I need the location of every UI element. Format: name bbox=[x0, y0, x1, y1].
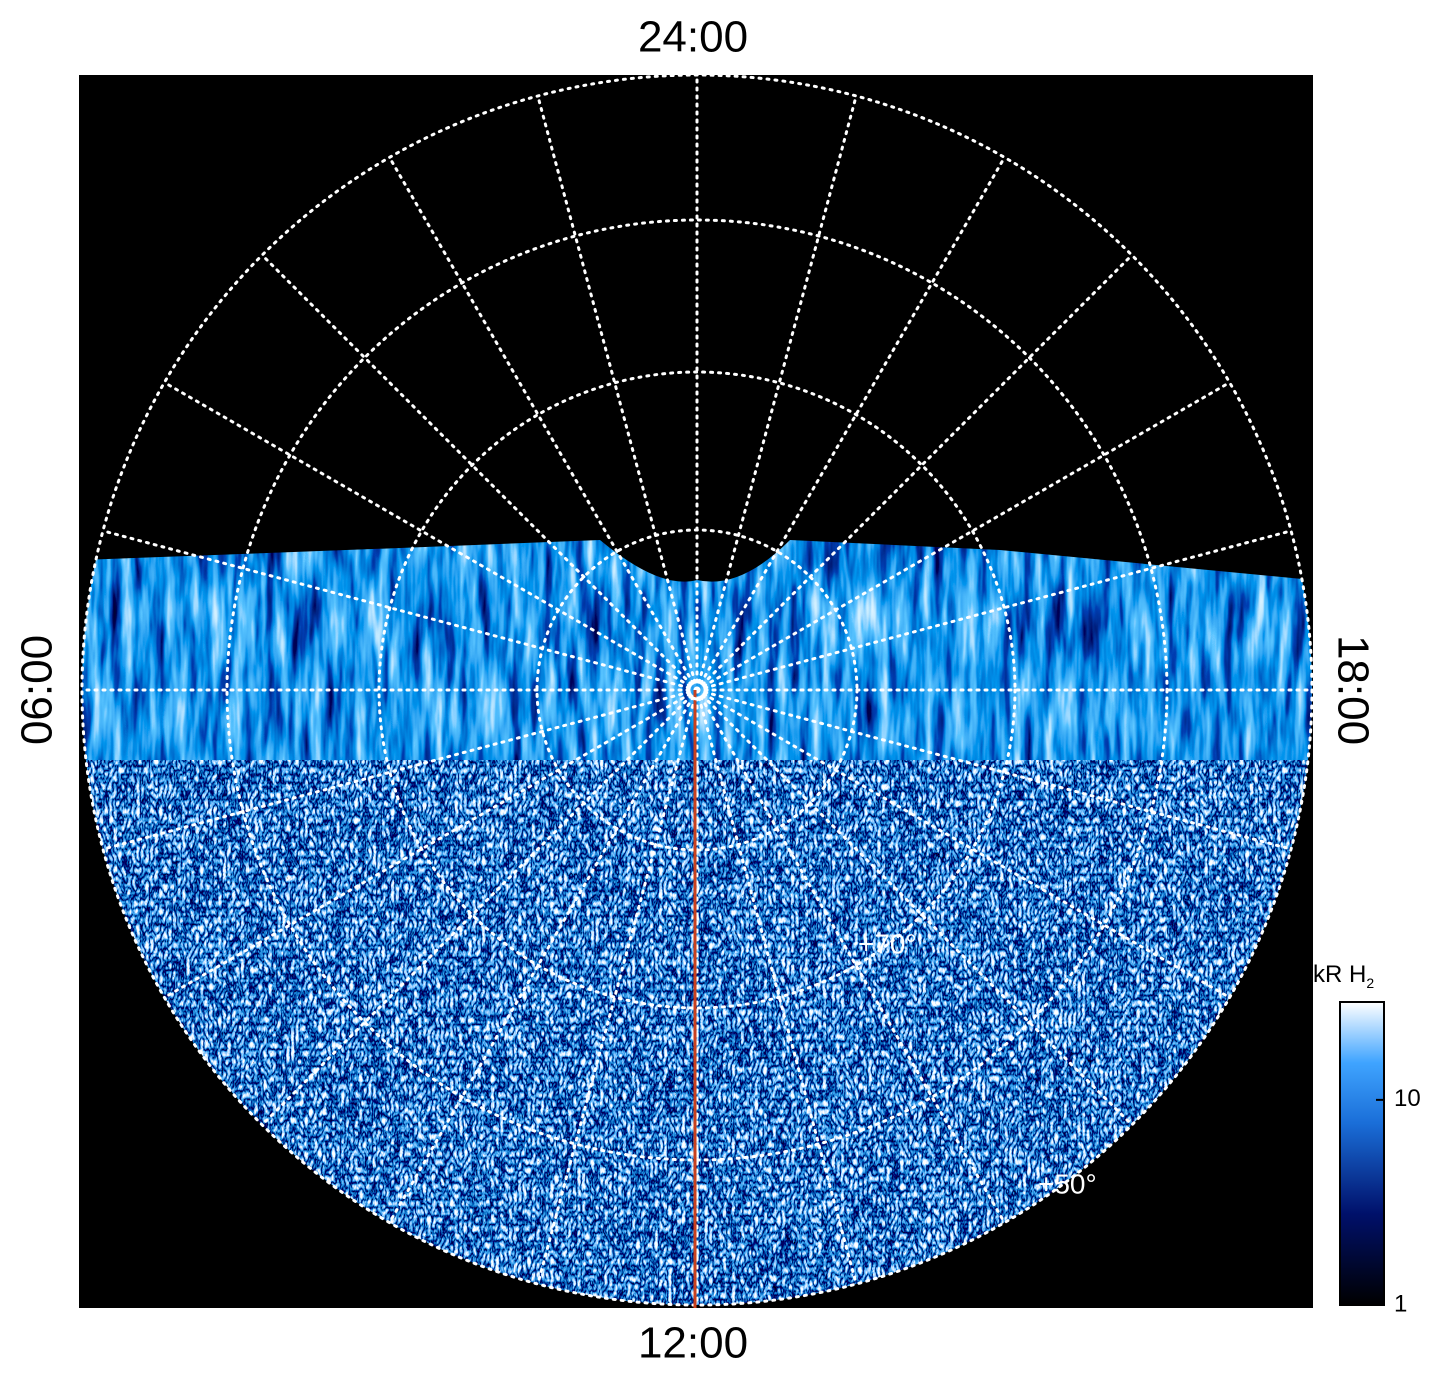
pole-marker bbox=[686, 679, 708, 701]
meridian bbox=[388, 155, 699, 692]
meridian bbox=[695, 688, 858, 1286]
meridian bbox=[695, 688, 1293, 851]
meridian bbox=[536, 94, 699, 692]
colorbar-tick-label: 10 bbox=[1394, 1085, 1421, 1112]
colorbar-title: kR H2 bbox=[1313, 961, 1374, 990]
meridian bbox=[388, 688, 699, 1225]
meridian bbox=[101, 529, 699, 692]
meridian bbox=[695, 94, 858, 692]
meridian bbox=[695, 381, 1232, 692]
time-label: 24:00 bbox=[638, 13, 748, 62]
colorbar-title-subscript: 2 bbox=[1366, 975, 1374, 991]
time-label: 06:00 bbox=[13, 635, 62, 745]
latitude-circle bbox=[377, 370, 1017, 1010]
meridian bbox=[695, 529, 1293, 692]
time-label: 18:00 bbox=[1328, 635, 1377, 745]
polar-grid bbox=[80, 73, 1314, 1307]
colorbar bbox=[1339, 1001, 1385, 1306]
meridian bbox=[695, 688, 1232, 999]
meridian bbox=[695, 688, 1006, 1225]
meridian bbox=[695, 688, 1134, 1127]
colorbar-tick-label: 1 bbox=[1394, 1290, 1407, 1317]
colorbar-title-text: kR H bbox=[1313, 961, 1366, 988]
meridian bbox=[536, 688, 699, 1286]
latitude-label: +50° bbox=[1038, 1168, 1097, 1199]
latitude-circle bbox=[225, 218, 1169, 1162]
latitude-circle bbox=[80, 73, 1314, 1307]
meridian bbox=[162, 381, 699, 692]
meridian bbox=[695, 253, 1134, 692]
meridian bbox=[695, 155, 1006, 692]
meridian bbox=[162, 688, 699, 999]
meridian bbox=[260, 688, 699, 1127]
meridian bbox=[101, 688, 699, 851]
latitude-label: +70° bbox=[858, 928, 917, 959]
time-label: 12:00 bbox=[638, 1319, 748, 1368]
meridian bbox=[260, 253, 699, 692]
